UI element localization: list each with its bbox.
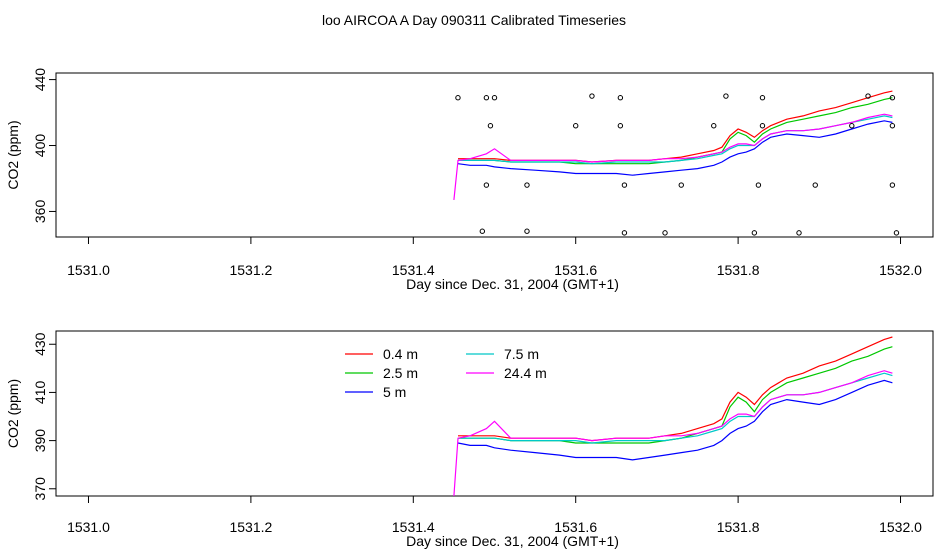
bottom-panel: 1531.0 1531.2 1531.4 1531.6 1531.8 1532.0 370 3…: [5, 330, 934, 549]
flag-point: [865, 93, 871, 99]
x-tick-label: 1532.0: [879, 262, 922, 278]
y-axis-label: CO2 (ppm): [5, 379, 21, 448]
flag-point: [755, 182, 762, 188]
y-tick-label: 390: [32, 429, 48, 453]
legend-label: 5 m: [383, 384, 406, 400]
legend-label: 2.5 m: [383, 365, 418, 381]
flag-point: [491, 95, 498, 101]
legend-label: 0.4 m: [383, 346, 418, 362]
x-tick-label: 1531.2: [229, 519, 272, 535]
x-tick-label: 1531.6: [554, 519, 597, 535]
series-line-2: [457, 120, 893, 176]
x-tick-label: 1531.8: [717, 519, 760, 535]
y-tick-label: 410: [32, 381, 48, 405]
flag-point: [812, 182, 818, 188]
flag-point: [849, 123, 855, 129]
flag-point: [759, 95, 766, 101]
legend-item: 0.4 m: [345, 346, 418, 362]
series-line-5-m: [457, 379, 893, 461]
x-tick-label: 1531.4: [392, 262, 435, 278]
flag-point: [524, 182, 530, 188]
legend-label: 24.4 m: [504, 365, 547, 381]
flag-point: [893, 230, 900, 236]
legend-item: 5 m: [345, 384, 406, 400]
flag-point: [483, 182, 490, 188]
flag-point: [589, 93, 595, 99]
flag-point: [617, 95, 624, 101]
x-axis-label: Day since Dec. 31, 2004 (GMT+1): [406, 533, 619, 549]
legend-item: 2.5 m: [345, 365, 418, 381]
x-tick-label: 1531.2: [229, 262, 272, 278]
y-axis-label: CO2 (ppm): [5, 120, 21, 189]
x-tick-label: 1531.8: [717, 262, 760, 278]
series-line-3: [458, 115, 893, 165]
flag-point: [889, 123, 896, 129]
x-tick-label: 1532.0: [879, 519, 922, 535]
flag-point: [759, 123, 766, 129]
y-tick-label: 400: [32, 134, 48, 158]
legend-item: 24.4 m: [466, 365, 547, 381]
series-line-1: [458, 97, 893, 165]
x-tick-label: 1531.4: [392, 519, 435, 535]
series-line-7-5-m: [458, 372, 893, 444]
flag-point: [889, 182, 896, 188]
y-tick-label: 430: [32, 332, 48, 356]
flag-point: [487, 123, 494, 129]
flag-point: [621, 182, 628, 188]
flag-point: [483, 95, 490, 101]
flag-point: [455, 95, 461, 101]
plot-frame: [55, 330, 934, 497]
x-tick-label: 1531.0: [67, 262, 110, 278]
series-line-0: [458, 90, 893, 163]
y-tick-label: 370: [32, 477, 48, 501]
x-axis-label: Day since Dec. 31, 2004 (GMT+1): [406, 276, 619, 292]
flag-point: [621, 230, 628, 236]
flag-point: [524, 228, 530, 234]
figure-title: loo AIRCOA A Day 090311 Calibrated Times…: [322, 12, 626, 28]
legend-label: 7.5 m: [504, 346, 539, 362]
flag-point: [889, 95, 896, 101]
flag-point: [751, 230, 758, 236]
plot-frame: [55, 72, 934, 238]
flag-point: [617, 123, 624, 129]
flag-point: [573, 123, 579, 129]
flag-point: [796, 230, 802, 236]
y-tick-label: 360: [32, 200, 48, 224]
flag-point: [479, 228, 486, 234]
flag-point: [678, 182, 684, 188]
flag-point: [723, 93, 729, 99]
top-panel: 1531.0 1531.2 1531.4 1531.6 1531.8 1532.0 360 4…: [5, 68, 934, 292]
flag-point: [662, 230, 668, 236]
legend-item: 7.5 m: [466, 346, 539, 362]
x-tick-label: 1531.6: [554, 262, 597, 278]
y-tick-label: 440: [32, 68, 48, 92]
series-line-24-4-m: [453, 370, 893, 497]
flag-point: [711, 123, 717, 129]
series-line-4: [453, 113, 893, 200]
x-tick-label: 1531.0: [67, 519, 110, 535]
